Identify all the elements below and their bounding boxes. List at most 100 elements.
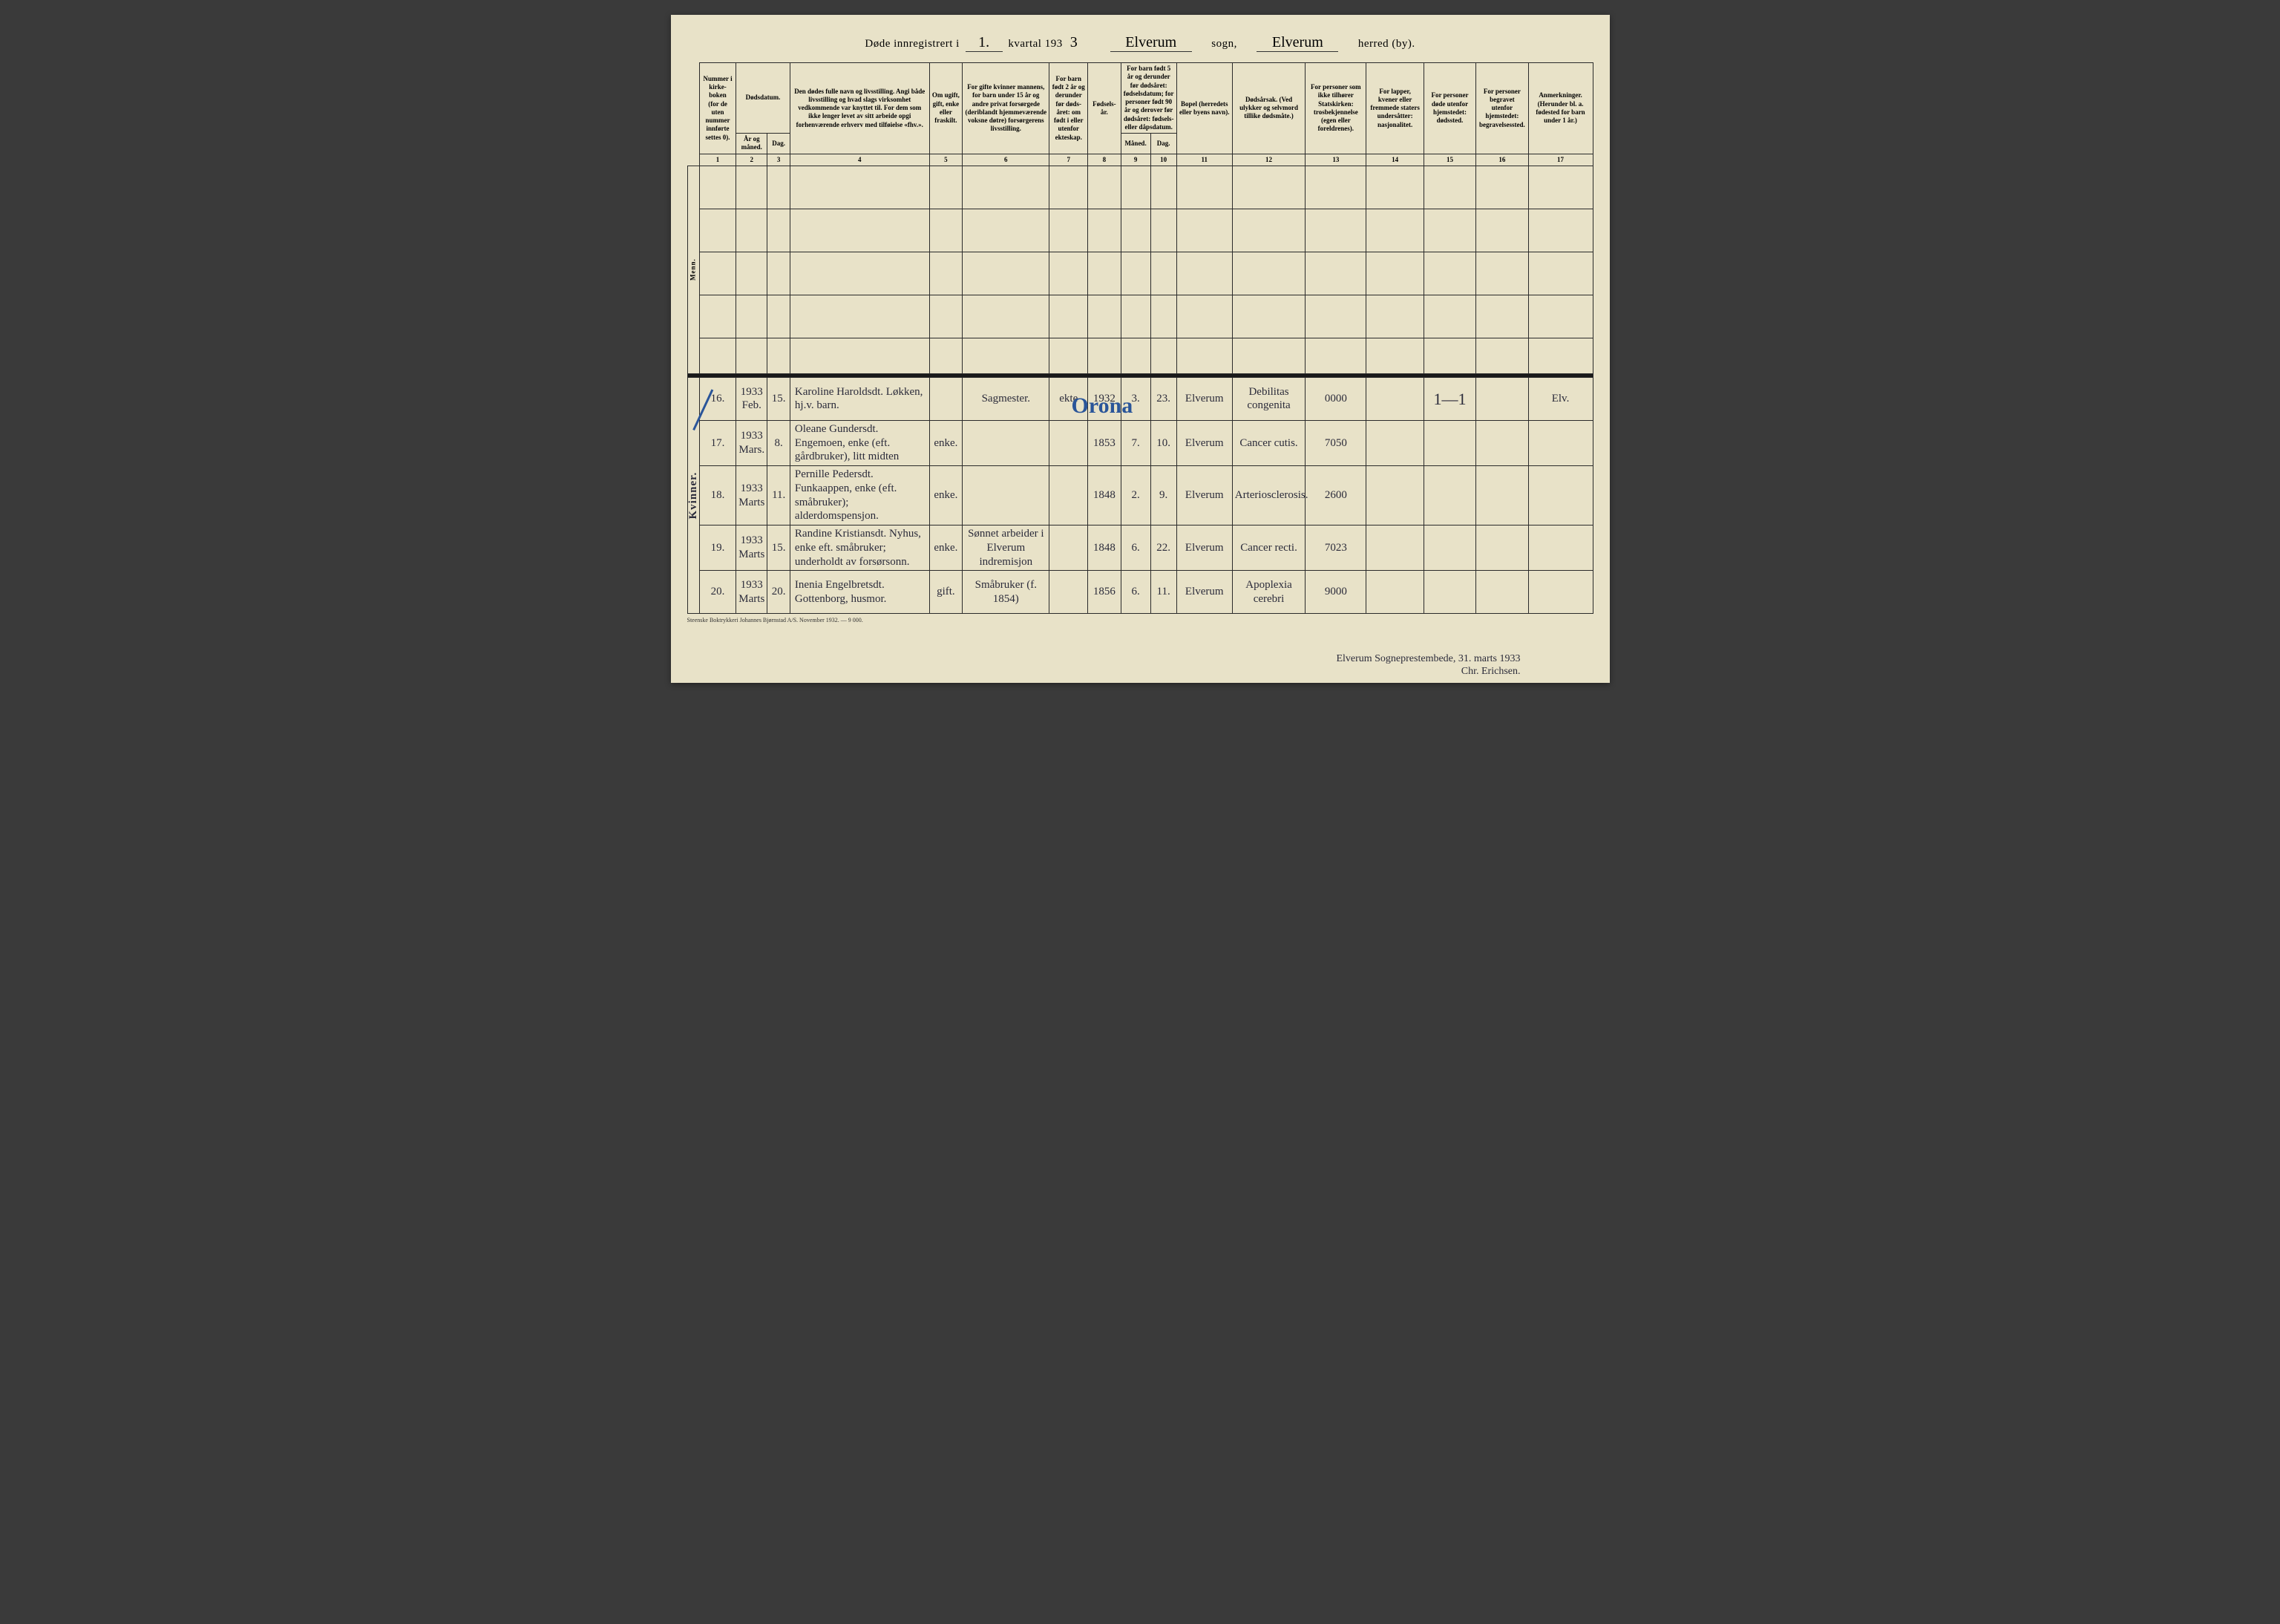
cell-dag: 9. — [1150, 466, 1176, 525]
cell-place: Elverum — [1176, 466, 1232, 525]
cell-place: Elverum — [1176, 571, 1232, 614]
signature-line1: Elverum Sogneprestembede, 31. marts 1933 — [1336, 653, 1520, 666]
cell-ym: 1933 Feb. — [736, 377, 767, 420]
cell-day: 15. — [767, 377, 790, 420]
footer-print: Steenske Boktrykkeri Johannes Bjørnstad … — [687, 617, 1593, 623]
h-c9: For barn født 5 år og derunder før dødså… — [1121, 63, 1176, 134]
cell-ym: 1933 Marts — [736, 525, 767, 571]
cell-birth: 1848 — [1088, 525, 1121, 571]
cell-birth: 1853 — [1088, 420, 1121, 465]
cell-legit: ekte — [1049, 377, 1088, 420]
cell-legit — [1049, 525, 1088, 571]
title-t5: herred (by). — [1358, 38, 1415, 50]
h-c12: Dødsårsak. (Ved ulykker og selvmord till… — [1232, 63, 1306, 154]
empty-row: Menn. — [687, 166, 1593, 209]
cell-birth: 1856 — [1088, 571, 1121, 614]
h-c1b: (for de uten nummer innførte settes 0). — [706, 100, 730, 141]
cell-c13: 0000 — [1306, 377, 1366, 420]
h-c9b: Dag. — [1150, 134, 1176, 154]
cell-cause: Cancer cutis. — [1232, 420, 1306, 465]
cell-birth: 1848 — [1088, 466, 1121, 525]
header-row-1: Nummer i kirke-boken(for de uten nummer … — [687, 63, 1593, 134]
cell-num: 19. — [699, 525, 736, 571]
cell-place: Elverum — [1176, 377, 1232, 420]
cell-c14 — [1366, 420, 1424, 465]
cell-mon: 3. — [1121, 377, 1150, 420]
cell-num: 20. — [699, 571, 736, 614]
side-menn: Menn. — [687, 166, 699, 373]
cn6: 6 — [963, 154, 1049, 166]
cell-day: 15. — [767, 525, 790, 571]
empty-row — [687, 252, 1593, 295]
cell-dag: 11. — [1150, 571, 1176, 614]
title-row: Døde innregistrert i 1. kvartal 1933 Elv… — [687, 28, 1593, 62]
cell-c17 — [1528, 420, 1593, 465]
cell-mon: 6. — [1121, 571, 1150, 614]
table-row: 17. 1933 Mars. 8. Oleane Gundersdt. Enge… — [687, 420, 1593, 465]
h-c4: Den dødes fulle navn og livsstilling. An… — [790, 63, 929, 154]
h-c2a: År og måned. — [736, 134, 767, 154]
cell-cause: Debilitas congenita — [1232, 377, 1306, 420]
cell-mon: 7. — [1121, 420, 1150, 465]
cell-cause: Apoplexia cerebri — [1232, 571, 1306, 614]
title-t4: sogn, — [1211, 38, 1237, 50]
empty-row — [687, 295, 1593, 338]
cell-mon: 2. — [1121, 466, 1150, 525]
cell-legit — [1049, 420, 1088, 465]
cell-status: enke. — [929, 466, 963, 525]
cn14: 14 — [1366, 154, 1424, 166]
signature-line2: Chr. Erichsen. — [1336, 666, 1520, 678]
h-c1a: Nummer i kirke-boken — [704, 75, 733, 99]
cn15: 15 — [1424, 154, 1475, 166]
cell-cause: Cancer recti. — [1232, 525, 1306, 571]
cell-status: enke. — [929, 420, 963, 465]
cell-c14 — [1366, 377, 1424, 420]
h-c17: Anmerkninger. (Herunder bl. a. fødested … — [1528, 63, 1593, 154]
cell-c14 — [1366, 525, 1424, 571]
h-c7: For barn født 2 år og derunder før døds-… — [1049, 63, 1088, 154]
cell-c15 — [1424, 525, 1475, 571]
cell-place: Elverum — [1176, 525, 1232, 571]
cell-num: 16. — [699, 377, 736, 420]
table-row: 20. 1933 Marts 20. Inenia Engelbretsdt. … — [687, 571, 1593, 614]
cell-c16 — [1476, 466, 1528, 525]
cell-num: 18. — [699, 466, 736, 525]
h-c14: For lapper, kvener eller fremmede stater… — [1366, 63, 1424, 154]
h-c6: For gifte kvinner mannens, for barn unde… — [963, 63, 1049, 154]
cell-c16 — [1476, 525, 1528, 571]
cell-spouse — [963, 466, 1049, 525]
cell-name: Randine Kristiansdt. Nyhus, enke eft. sm… — [790, 525, 929, 571]
title-district: Elverum — [1257, 34, 1338, 52]
cell-c14 — [1366, 571, 1424, 614]
h-c2b: Dag. — [767, 134, 790, 154]
empty-row — [687, 338, 1593, 373]
cell-num: 17. — [699, 420, 736, 465]
cell-spouse: Småbruker (f. 1854) — [963, 571, 1049, 614]
cn16: 16 — [1476, 154, 1528, 166]
title-t2: kvartal 193 — [1008, 38, 1062, 50]
cn12: 12 — [1232, 154, 1306, 166]
cell-dag: 10. — [1150, 420, 1176, 465]
cell-c13: 2600 — [1306, 466, 1366, 525]
cn7: 7 — [1049, 154, 1088, 166]
cn2: 2 — [736, 154, 767, 166]
cell-name: Pernille Pedersdt. Funkaappen, enke (eft… — [790, 466, 929, 525]
table-row: Kvinner. 16. 1933 Feb. 15. Karoline Haro… — [687, 377, 1593, 420]
empty-row — [687, 209, 1593, 252]
cell-c16 — [1476, 420, 1528, 465]
cn11: 11 — [1176, 154, 1232, 166]
colnum-row: 1 2 3 4 5 6 7 8 9 10 11 12 13 14 15 16 1… — [687, 154, 1593, 166]
side-kvinner: Kvinner. — [687, 377, 699, 614]
cell-c13: 9000 — [1306, 571, 1366, 614]
cell-c16 — [1476, 571, 1528, 614]
cell-spouse — [963, 420, 1049, 465]
table-row: 18. 1933 Marts 11. Pernille Pedersdt. Fu… — [687, 466, 1593, 525]
cell-c13: 7050 — [1306, 420, 1366, 465]
cell-ym: 1933 Mars. — [736, 420, 767, 465]
cell-ym: 1933 Marts — [736, 571, 767, 614]
h-c9a: Måned. — [1121, 134, 1150, 154]
cell-c15 — [1424, 466, 1475, 525]
cn9: 9 — [1121, 154, 1150, 166]
cn8: 8 — [1088, 154, 1121, 166]
h-c2: Dødsdatum. — [736, 63, 790, 134]
